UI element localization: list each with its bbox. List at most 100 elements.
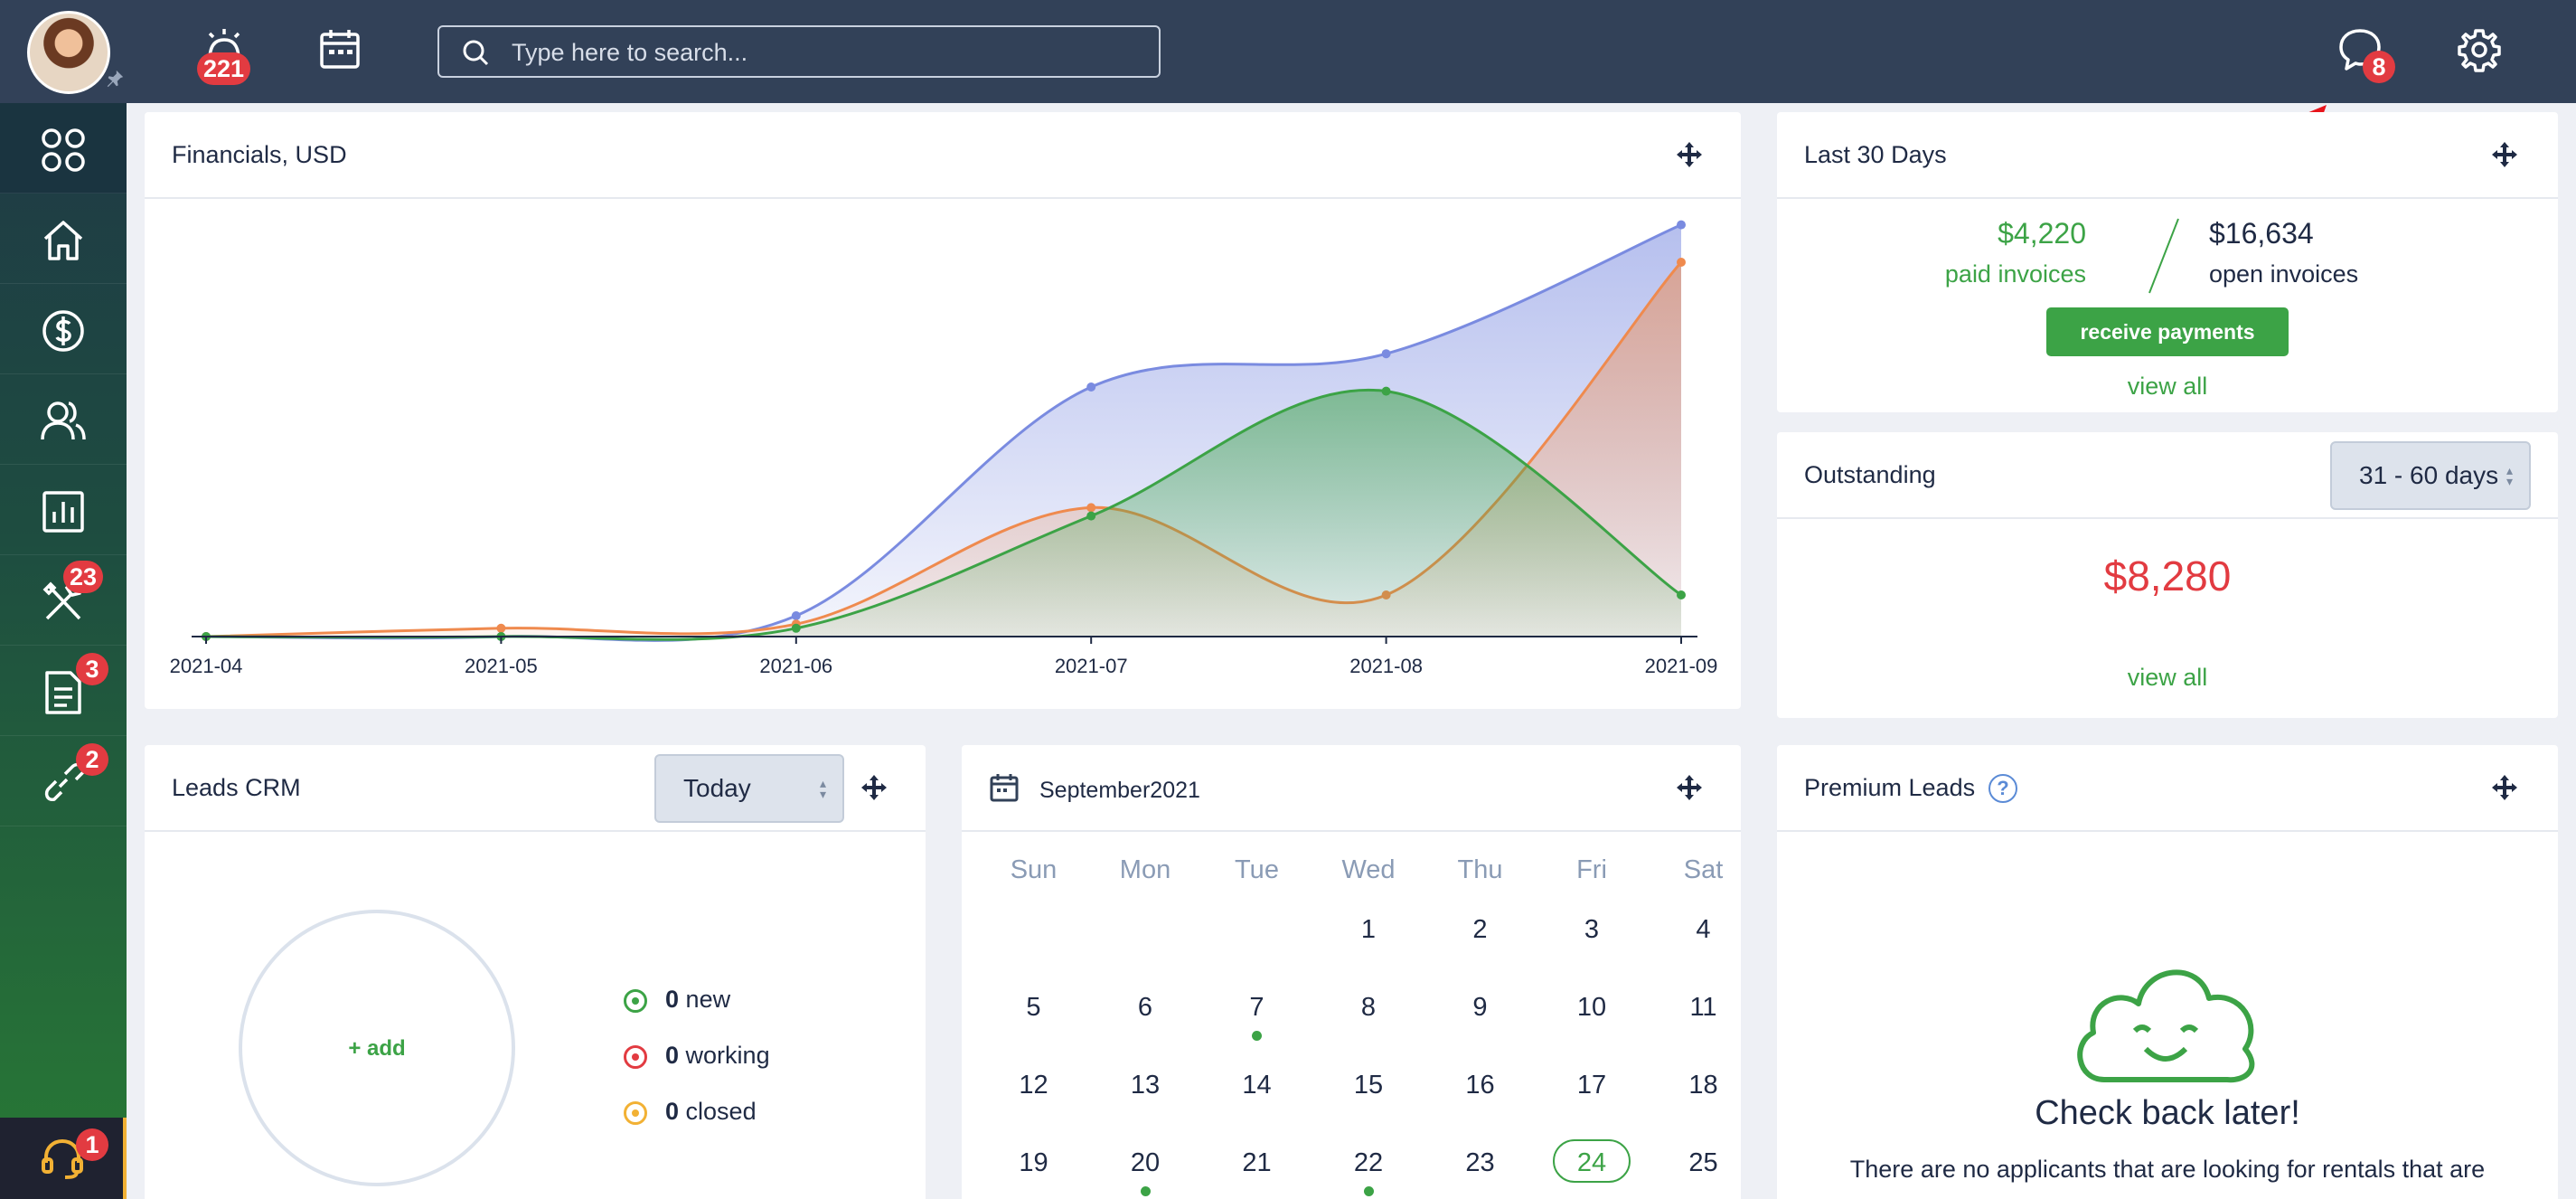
premium-leads-card: Premium Leads ? Check back later! There … — [1777, 745, 2558, 1199]
outstanding-amount: $8,280 — [2103, 552, 2232, 600]
support-button[interactable]: 1 — [0, 1118, 127, 1199]
paid-amount: $4,220 — [1998, 217, 2086, 250]
calendar-day[interactable]: 4 — [1696, 915, 1711, 944]
premium-headline: Check back later! — [2035, 1094, 2300, 1132]
alerts-badge: 221 — [197, 52, 251, 85]
user-avatar[interactable] — [27, 11, 110, 94]
sidebar-item-properties[interactable] — [0, 194, 127, 284]
calendar-day[interactable]: 25 — [1688, 1148, 1718, 1177]
move-icon[interactable] — [1676, 774, 1703, 801]
receive-payments-button[interactable]: receive payments — [2046, 307, 2289, 356]
calendar-day[interactable]: 12 — [1019, 1071, 1048, 1100]
calendar-day[interactable]: 5 — [1026, 993, 1041, 1022]
calendar-day[interactable]: 15 — [1353, 1071, 1384, 1100]
sidebar-item-reports[interactable] — [0, 465, 127, 555]
status-ring-icon — [624, 989, 647, 1013]
sidebar-item-dashboard[interactable] — [0, 103, 127, 194]
add-lead-circle[interactable]: + add — [239, 910, 515, 1186]
alerts-button[interactable]: 221 — [197, 25, 251, 85]
view-all-link[interactable]: view all — [2127, 664, 2208, 691]
calendar-day[interactable]: 18 — [1688, 1071, 1718, 1100]
card-title: Financials, USD — [172, 141, 347, 168]
series-2-point-2 — [791, 623, 801, 633]
premium-message: There are no applicants that are looking… — [1849, 1156, 2486, 1183]
sidebar-item-people[interactable] — [0, 374, 127, 465]
sidebar-item-integrations[interactable]: 2 — [0, 736, 127, 826]
series-0-point-4 — [1381, 349, 1391, 359]
calendar-card: September2021 Sun Mon Tue Wed Thu Fri Sat 1 2 3 4 5… — [962, 745, 1741, 1199]
integrations-badge: 2 — [76, 743, 108, 776]
status-ring-icon — [624, 1101, 647, 1125]
calendar-day[interactable]: 24 — [1576, 1148, 1607, 1177]
card-divider — [145, 197, 1741, 199]
card-divider — [1777, 830, 2558, 832]
financials-card: Financials, USD 2021-04 2021-05 2021-06 202… — [145, 112, 1741, 709]
sidebar-item-maintenance[interactable]: 23 — [0, 555, 127, 646]
help-icon[interactable]: ? — [1988, 774, 2017, 803]
card-divider — [145, 830, 926, 832]
select-arrows-icon: ▴ ▾ — [2505, 463, 2513, 488]
status-ring-icon — [624, 1045, 647, 1069]
calendar-day[interactable]: 1 — [1360, 915, 1377, 944]
messages-button[interactable]: 8 — [2337, 27, 2395, 83]
chat-bubble-icon — [2339, 29, 2381, 71]
sidebar-item-accounting[interactable] — [0, 284, 127, 374]
calendar-day[interactable]: 9 — [1472, 993, 1488, 1022]
calendar-icon — [990, 774, 1019, 802]
calendar-day[interactable]: 17 — [1576, 1071, 1607, 1100]
calendar-icon[interactable] — [318, 27, 362, 71]
calendar-day[interactable]: 21 — [1242, 1148, 1272, 1177]
pin-icon[interactable] — [105, 69, 125, 89]
card-title: Last 30 Days — [1804, 141, 1947, 168]
move-icon[interactable] — [2491, 141, 2518, 168]
paid-label: paid invoices — [1944, 260, 2086, 288]
calendar-day[interactable]: 22 — [1353, 1148, 1384, 1177]
support-badge: 1 — [76, 1128, 108, 1161]
aging-range-select[interactable]: 31 - 60 days ▴ ▾ — [2330, 441, 2531, 510]
calendar-day[interactable]: 19 — [1019, 1148, 1048, 1177]
x-tick-label-5: 2021-09 — [1645, 655, 1718, 677]
outstanding-card: Outstanding 31 - 60 days ▴ ▾ $8,280 view … — [1777, 432, 2558, 718]
search-input[interactable] — [512, 34, 1135, 71]
view-all-link[interactable]: view all — [2127, 373, 2208, 400]
calendar-day[interactable]: 11 — [1689, 993, 1717, 1022]
card-divider — [962, 830, 1741, 832]
search-bar[interactable] — [437, 25, 1161, 78]
leads-new-label: new — [685, 986, 731, 1013]
sidebar-item-documents[interactable]: 3 — [0, 646, 127, 736]
series-2-area — [206, 390, 1681, 640]
calendar-day[interactable]: 6 — [1137, 993, 1153, 1022]
slash-divider — [2148, 218, 2179, 294]
calendar-day[interactable]: 7 — [1249, 993, 1264, 1022]
documents-badge: 3 — [76, 653, 108, 685]
calendar-day[interactable]: 10 — [1576, 993, 1607, 1022]
calendar-day[interactable]: 23 — [1465, 1148, 1495, 1177]
move-icon[interactable] — [2491, 774, 2518, 801]
last-30-days-card: Last 30 Days $4,220 paid invoices $16,63… — [1777, 112, 2558, 412]
leads-period-select[interactable]: Today ▴ ▾ — [654, 754, 844, 823]
calendar-day[interactable]: 14 — [1242, 1071, 1272, 1100]
people-icon — [41, 401, 86, 440]
move-icon[interactable] — [860, 774, 888, 801]
calendar-month-title: September2021 — [1039, 778, 1200, 803]
x-tick-label-3: 2021-07 — [1055, 655, 1128, 677]
calendar-day[interactable]: 20 — [1130, 1148, 1161, 1177]
calendar-day[interactable]: 2 — [1472, 915, 1488, 944]
bar-chart-icon — [42, 491, 84, 533]
card-title: Premium Leads — [1804, 774, 1976, 801]
calendar-day[interactable]: 3 — [1584, 915, 1600, 944]
document-icon — [45, 671, 81, 714]
card-divider — [1777, 517, 2558, 519]
gear-icon[interactable] — [2457, 27, 2502, 72]
move-icon[interactable] — [1676, 141, 1703, 168]
weekday-header: Wed — [1341, 855, 1396, 884]
series-2-point-5 — [1677, 590, 1686, 600]
calendar-day[interactable]: 13 — [1130, 1071, 1161, 1100]
weekday-header: Tue — [1235, 855, 1279, 884]
calendar-day[interactable]: 16 — [1465, 1071, 1495, 1100]
leads-closed-count: 0 — [665, 1098, 680, 1125]
series-0-point-3 — [1086, 382, 1096, 392]
search-icon — [463, 40, 489, 66]
calendar-day[interactable]: 8 — [1360, 993, 1377, 1022]
series-0-point-5 — [1677, 220, 1686, 230]
